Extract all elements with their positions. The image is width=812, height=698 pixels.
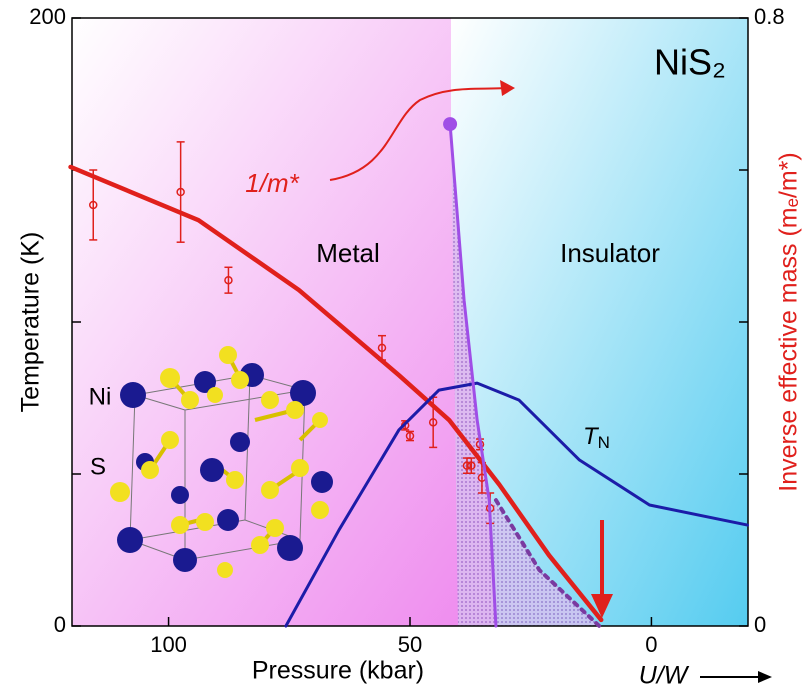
annotation: Insulator bbox=[560, 238, 660, 268]
annotation: Ni bbox=[89, 383, 112, 410]
tn-sub: N bbox=[598, 433, 610, 452]
y2-tick-label: 0.8 bbox=[754, 4, 785, 29]
x-axis-label: Pressure (kbar) bbox=[252, 657, 424, 685]
y-axis-label: Temperature (K) bbox=[17, 232, 45, 413]
x-tick-label: 50 bbox=[398, 632, 422, 657]
annotation: Metal bbox=[316, 238, 380, 268]
annotation: 1/m* bbox=[245, 168, 299, 198]
arrowhead bbox=[758, 671, 772, 683]
annotation: NiS₂ bbox=[654, 42, 726, 83]
page: Pressure (kbar) U/W Temperature (K) Inve… bbox=[0, 0, 812, 698]
critical-point bbox=[443, 117, 457, 131]
y-tick-label: 0 bbox=[54, 612, 66, 637]
x-tick-label: 100 bbox=[150, 632, 187, 657]
y2-axis-label: Inverse effective mass (mₑ/m*) bbox=[775, 152, 803, 491]
chart: Pressure (kbar) U/W Temperature (K) Inve… bbox=[0, 0, 812, 698]
x-tick-label: 0 bbox=[645, 632, 657, 657]
y2-tick-label: 0 bbox=[754, 612, 766, 637]
y-tick-label: 200 bbox=[29, 4, 66, 29]
annotation: S bbox=[90, 453, 106, 480]
x2-axis-label: U/W bbox=[639, 662, 690, 690]
